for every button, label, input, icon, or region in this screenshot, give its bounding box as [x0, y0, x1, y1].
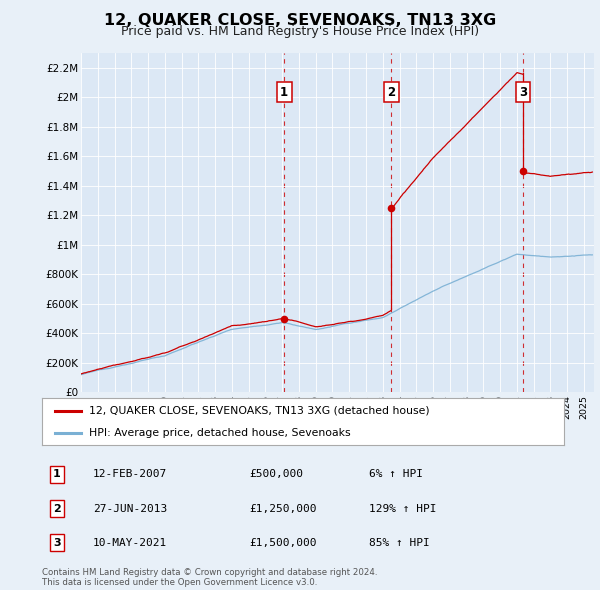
- Text: 1: 1: [280, 86, 288, 99]
- Text: 27-JUN-2013: 27-JUN-2013: [93, 504, 167, 513]
- Text: £500,000: £500,000: [249, 470, 303, 479]
- Text: £1,250,000: £1,250,000: [249, 504, 317, 513]
- Text: 3: 3: [53, 538, 61, 548]
- Text: 3: 3: [519, 86, 527, 99]
- Text: 10-MAY-2021: 10-MAY-2021: [93, 538, 167, 548]
- Text: 2: 2: [53, 504, 61, 513]
- Text: Price paid vs. HM Land Registry's House Price Index (HPI): Price paid vs. HM Land Registry's House …: [121, 25, 479, 38]
- Text: 2: 2: [387, 86, 395, 99]
- Text: 12, QUAKER CLOSE, SEVENOAKS, TN13 3XG (detached house): 12, QUAKER CLOSE, SEVENOAKS, TN13 3XG (d…: [89, 406, 430, 416]
- Text: £1,500,000: £1,500,000: [249, 538, 317, 548]
- Text: 85% ↑ HPI: 85% ↑ HPI: [369, 538, 430, 548]
- Text: 12-FEB-2007: 12-FEB-2007: [93, 470, 167, 479]
- Text: 129% ↑ HPI: 129% ↑ HPI: [369, 504, 437, 513]
- Text: 12, QUAKER CLOSE, SEVENOAKS, TN13 3XG: 12, QUAKER CLOSE, SEVENOAKS, TN13 3XG: [104, 13, 496, 28]
- Text: 6% ↑ HPI: 6% ↑ HPI: [369, 470, 423, 479]
- Text: HPI: Average price, detached house, Sevenoaks: HPI: Average price, detached house, Seve…: [89, 428, 350, 438]
- Text: Contains HM Land Registry data © Crown copyright and database right 2024.
This d: Contains HM Land Registry data © Crown c…: [42, 568, 377, 587]
- Text: 1: 1: [53, 470, 61, 479]
